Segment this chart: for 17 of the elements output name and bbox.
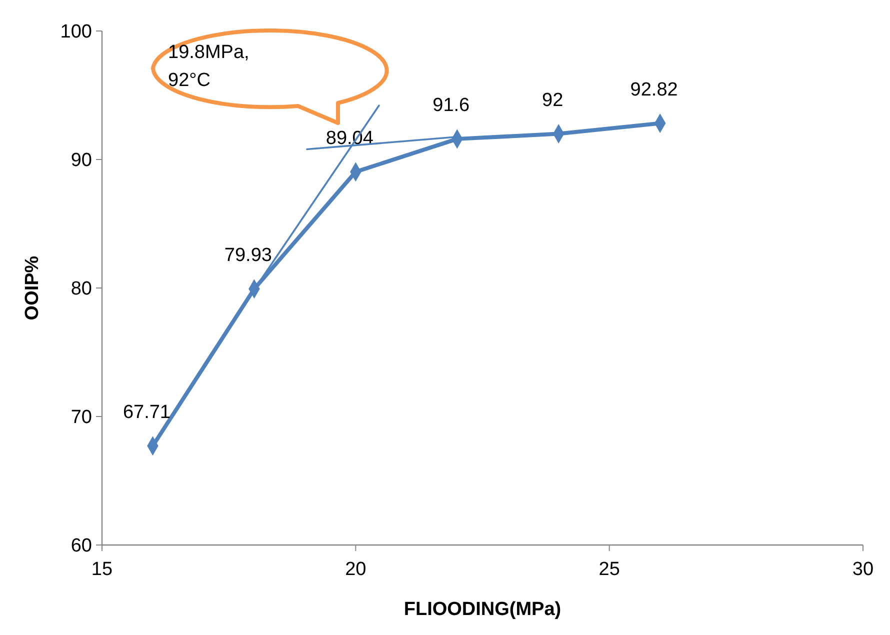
data-label: 92 (542, 90, 564, 111)
x-tick-label: 25 (598, 559, 620, 580)
data-label: 67.71 (122, 402, 171, 423)
x-tick-label: 20 (345, 559, 366, 580)
y-tick-label: 70 (70, 407, 92, 428)
x-tick-label: 30 (852, 559, 874, 580)
annotation: 19.8MPa, 92°C (168, 42, 250, 91)
y-tick-label: 80 (70, 278, 92, 300)
y-tick-label: 60 (70, 536, 92, 557)
x-axis-title: FLIOODING(MPa) (404, 599, 562, 620)
data-label: 91.6 (432, 94, 470, 116)
x-tick-label: 15 (91, 559, 113, 580)
y-tick-label: 90 (70, 150, 92, 172)
data-label: 79.93 (224, 244, 272, 266)
data-label: 92.82 (630, 79, 678, 100)
y-axis-title: OOIP% (22, 256, 43, 320)
y-tick-label: 100 (60, 22, 92, 43)
